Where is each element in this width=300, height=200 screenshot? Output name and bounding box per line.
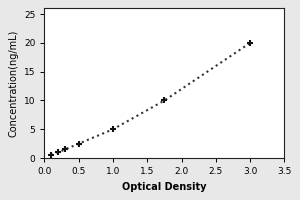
Y-axis label: Concentration(ng/mL): Concentration(ng/mL) bbox=[8, 30, 18, 137]
X-axis label: Optical Density: Optical Density bbox=[122, 182, 207, 192]
